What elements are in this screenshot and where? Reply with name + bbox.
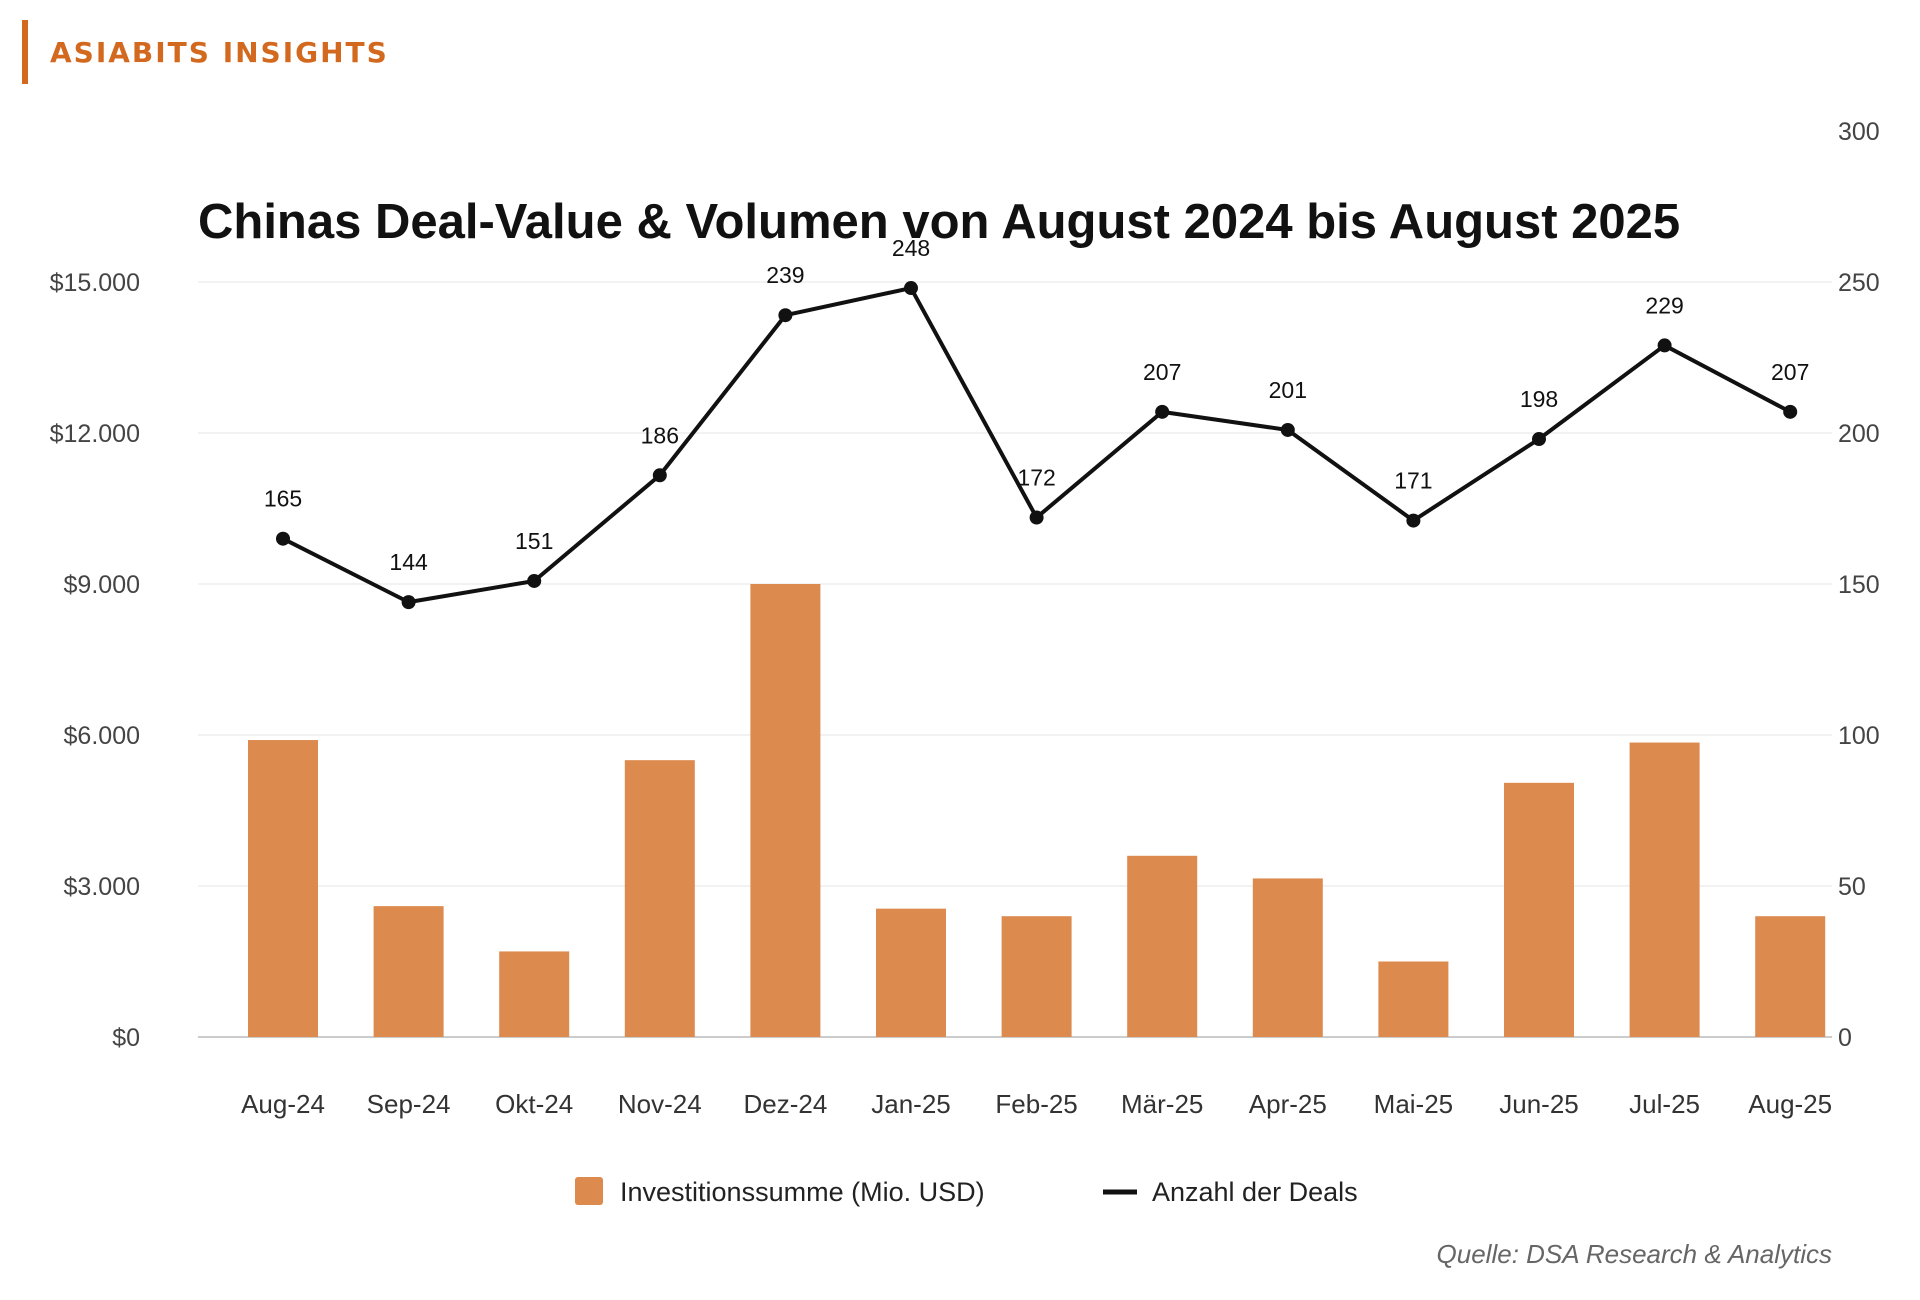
data-label: 172 [1017,465,1055,491]
data-label: 151 [515,528,553,554]
left-tick-label: $0 [112,1024,140,1052]
line-point[interactable] [1783,404,1798,419]
right-tick-label: 150 [1838,571,1880,599]
right-tick-label: 200 [1838,420,1880,448]
x-tick-label: Jun-25 [1499,1089,1579,1119]
bar[interactable] [750,584,821,1037]
left-tick-label: $6.000 [64,722,140,750]
x-tick-label: Sep-24 [367,1089,451,1119]
right-tick-label: 0 [1838,1024,1852,1052]
line-point[interactable] [1657,338,1672,353]
x-tick-label: Mai-25 [1374,1089,1453,1119]
bar[interactable] [624,760,695,1037]
bar-series [248,584,1826,1038]
bar[interactable] [1755,916,1826,1037]
source-note: Quelle: DSA Research & Analytics [1437,1239,1832,1269]
x-axis: Aug-24 Sep-24 Okt-24 Nov-24 Dez-24 Jan-25 Feb-… [241,1089,1832,1119]
x-tick-label: Aug-24 [241,1089,325,1119]
line-point[interactable] [1532,432,1546,447]
legend-swatch-bar [575,1177,603,1205]
bar[interactable] [1127,855,1198,1037]
bar[interactable] [1001,916,1072,1037]
left-tick-label: $3.000 [64,873,140,901]
x-tick-label: Apr-25 [1249,1089,1327,1119]
line-point[interactable] [1280,422,1295,437]
data-label: 171 [1394,468,1432,494]
deals-line [282,286,1792,605]
legend[interactable]: Investitionssumme (Mio. USD) Anzahl der … [575,1177,1358,1207]
x-tick-label: Nov-24 [618,1089,702,1119]
data-label: 198 [1520,386,1558,412]
right-tick-label: 100 [1838,722,1880,750]
bar[interactable] [248,740,318,1037]
chart-title: Chinas Deal-Value & Volumen von August 2… [198,195,1680,249]
right-tick-label: 50 [1838,873,1866,901]
bar[interactable] [1504,782,1574,1037]
data-label: 207 [1143,359,1181,385]
data-label: 144 [389,549,428,575]
bar[interactable] [499,951,570,1037]
x-tick-label: Dez-24 [743,1089,827,1119]
data-label: 207 [1771,359,1809,385]
brand-label: ASIABITS INSIGHTS [50,35,389,69]
line-point[interactable] [1406,513,1421,528]
right-tick-label: 300 [1838,118,1880,146]
line-point[interactable] [778,308,793,323]
line-point[interactable] [1155,404,1170,419]
x-tick-label: Mär-25 [1121,1089,1203,1119]
bar[interactable] [373,906,444,1037]
x-tick-label: Jul-25 [1629,1089,1700,1119]
legend-label-line: Anzahl der Deals [1152,1177,1358,1207]
data-label: 239 [766,262,804,288]
line-point[interactable] [276,531,290,546]
line-point[interactable] [527,573,542,588]
right-tick-label: 250 [1838,269,1880,297]
legend-label-bar: Investitionssumme (Mio. USD) [620,1177,985,1207]
line-series: 165 144 151 186 239 248 172 207 201 171 198 229 207 [264,235,1809,610]
data-label: 248 [892,235,930,261]
data-label: 229 [1645,292,1683,318]
line-point[interactable] [1029,510,1044,525]
x-tick-label: Okt-24 [495,1089,573,1119]
x-tick-label: Aug-25 [1748,1089,1832,1119]
bar[interactable] [1378,961,1449,1038]
line-point[interactable] [401,595,416,610]
x-tick-label: Jan-25 [871,1089,951,1119]
bar[interactable] [1252,878,1323,1037]
data-label: 186 [641,422,679,448]
brand-header: ASIABITS INSIGHTS [22,20,389,84]
line-point[interactable] [652,468,667,483]
left-axis: $0 $3.000 $6.000 $9.000 $12.000 $15.000 [50,269,140,1052]
left-tick-label: $9.000 [64,571,140,599]
bar[interactable] [1629,742,1700,1037]
data-label: 165 [264,486,302,512]
data-label: 201 [1269,377,1307,403]
line-point[interactable] [904,281,918,296]
right-axis: 0 50 100 150 200 250 300 [1838,118,1880,1052]
x-tick-label: Feb-25 [995,1089,1077,1119]
left-tick-label: $12.000 [50,420,140,448]
left-tick-label: $15.000 [50,269,140,297]
bar[interactable] [876,908,946,1037]
